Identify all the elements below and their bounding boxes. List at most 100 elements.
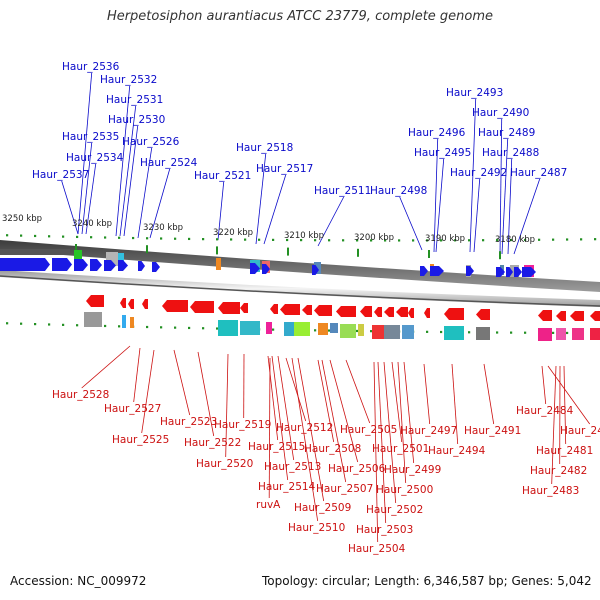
feature-box	[572, 328, 584, 340]
forward-gene-arrow	[152, 262, 160, 272]
ruler-major-tick	[146, 245, 148, 254]
reverse-gene-label: Haur_2507	[316, 483, 373, 495]
forward-label-line	[263, 174, 287, 245]
ruler-dot	[510, 238, 513, 242]
forward-gene-arrow	[262, 264, 270, 274]
reverse-gene-label: Haur_2502	[366, 504, 423, 516]
genome-backbone	[0, 240, 600, 307]
reverse-label-line	[377, 361, 387, 524]
ruler-dot	[216, 327, 219, 330]
ruler-dot	[538, 238, 541, 241]
ruler-label: 3230 kbp	[143, 223, 183, 233]
reverse-gene-label: Haur_2499	[384, 464, 441, 476]
forward-gene-label: Haur_2489	[478, 127, 535, 139]
ruler-dot	[146, 237, 149, 240]
reverse-gene-arrow	[120, 298, 126, 308]
reverse-genes	[86, 295, 600, 321]
forward-gene-label: Haur_2518	[236, 142, 293, 154]
ruler-dot	[468, 331, 471, 334]
ruler-dot	[468, 239, 471, 242]
ruler-dot	[244, 238, 247, 241]
forward-label-line	[119, 105, 137, 237]
forward-gene-arrow	[138, 261, 145, 271]
feature-box	[218, 320, 238, 336]
feature-box	[284, 322, 294, 336]
ruler-dot	[34, 234, 37, 238]
feature-box	[318, 323, 328, 335]
reverse-gene-label: Haur_2513	[264, 461, 321, 473]
reverse-label-line	[271, 355, 289, 481]
ruler-dot	[342, 239, 345, 242]
forward-label-line	[81, 142, 93, 235]
forward-gene-arrow	[430, 266, 444, 276]
ruler-label: 3250 kbp	[2, 214, 42, 224]
ruler-dot	[160, 237, 163, 240]
reverse-gene-label: Haur_2525	[112, 434, 169, 446]
ruler-dot	[370, 330, 373, 333]
reverse-gene-label: Haur_2528	[52, 389, 109, 401]
ruler-dot	[314, 239, 317, 242]
reverse-label-line	[277, 355, 295, 461]
ruler-dot	[258, 238, 261, 241]
reverse-gene-arrow	[570, 311, 584, 321]
forward-gene-label: Haur_2524	[140, 157, 198, 169]
forward-gene-arrow	[496, 267, 505, 277]
ruler-dot	[62, 235, 65, 238]
ruler-dot	[370, 239, 373, 242]
reverse-gene-labels: Haur_2528Haur_2527Haur_2525Haur_2523Haur…	[52, 389, 600, 555]
reverse-label-line	[563, 365, 567, 445]
ruler-dot	[76, 235, 79, 239]
feature-box	[130, 317, 134, 328]
forward-label-line	[499, 118, 503, 255]
reverse-label-line	[547, 365, 591, 425]
reverse-gene-label: Haur_2482	[530, 465, 587, 477]
ruler-dot	[328, 239, 331, 242]
forward-label-line	[255, 153, 267, 245]
reverse-label-line	[133, 347, 141, 403]
feature-box	[294, 322, 310, 336]
reverse-gene-arrow	[556, 311, 566, 321]
reverse-gene-arrow	[162, 300, 188, 312]
ruler-dot	[146, 325, 149, 329]
reverse-label-line	[551, 365, 557, 485]
ruler-major-tick	[287, 247, 289, 256]
ruler-dot	[62, 323, 65, 326]
feature-box	[358, 324, 364, 336]
forward-label-line	[85, 163, 97, 235]
forward-label-line	[399, 196, 423, 251]
reverse-gene-arrow	[218, 302, 240, 314]
ruler-dot	[90, 236, 93, 239]
forward-gene-label: Haur_2488	[482, 147, 539, 159]
reverse-label-line	[403, 361, 415, 464]
ruler-dot	[104, 324, 107, 328]
reverse-gene-label: Haur_2505	[340, 424, 397, 436]
reverse-label-line	[297, 357, 325, 502]
forward-gene-label: Haur_2490	[472, 107, 529, 119]
ruler-dot	[412, 239, 415, 242]
reverse-gene-label: Haur_2519	[214, 419, 271, 431]
forward-label-line	[507, 158, 513, 255]
forward-gene-arrow	[104, 260, 116, 271]
ruler-dot	[6, 234, 9, 237]
ruler-dot	[20, 322, 23, 325]
feature-box	[0, 249, 70, 255]
ruler-dot	[300, 239, 303, 242]
ruler-major-tick	[216, 246, 218, 255]
forward-gene-arrow	[312, 265, 319, 275]
forward-gene-label: Haur_2496	[408, 127, 466, 139]
ruler-dot	[34, 322, 37, 326]
reverse-gene-label: Haur_2508	[304, 443, 361, 455]
forward-gene-label: Haur_2535	[62, 131, 119, 143]
reverse-gene-label: Haur_2480	[560, 425, 600, 437]
forward-label-line	[473, 178, 481, 253]
reverse-gene-arrow	[538, 310, 552, 321]
ruler-dot	[286, 238, 289, 242]
ruler-label: 3240 kbp	[72, 219, 112, 229]
feature-box	[444, 326, 464, 340]
feature-box	[340, 324, 356, 338]
ruler-dot	[510, 331, 513, 334]
reverse-gene-arrow	[86, 295, 104, 307]
ruler-ticks	[75, 244, 501, 260]
reverse-gene-label: Haur_2512	[276, 422, 333, 434]
